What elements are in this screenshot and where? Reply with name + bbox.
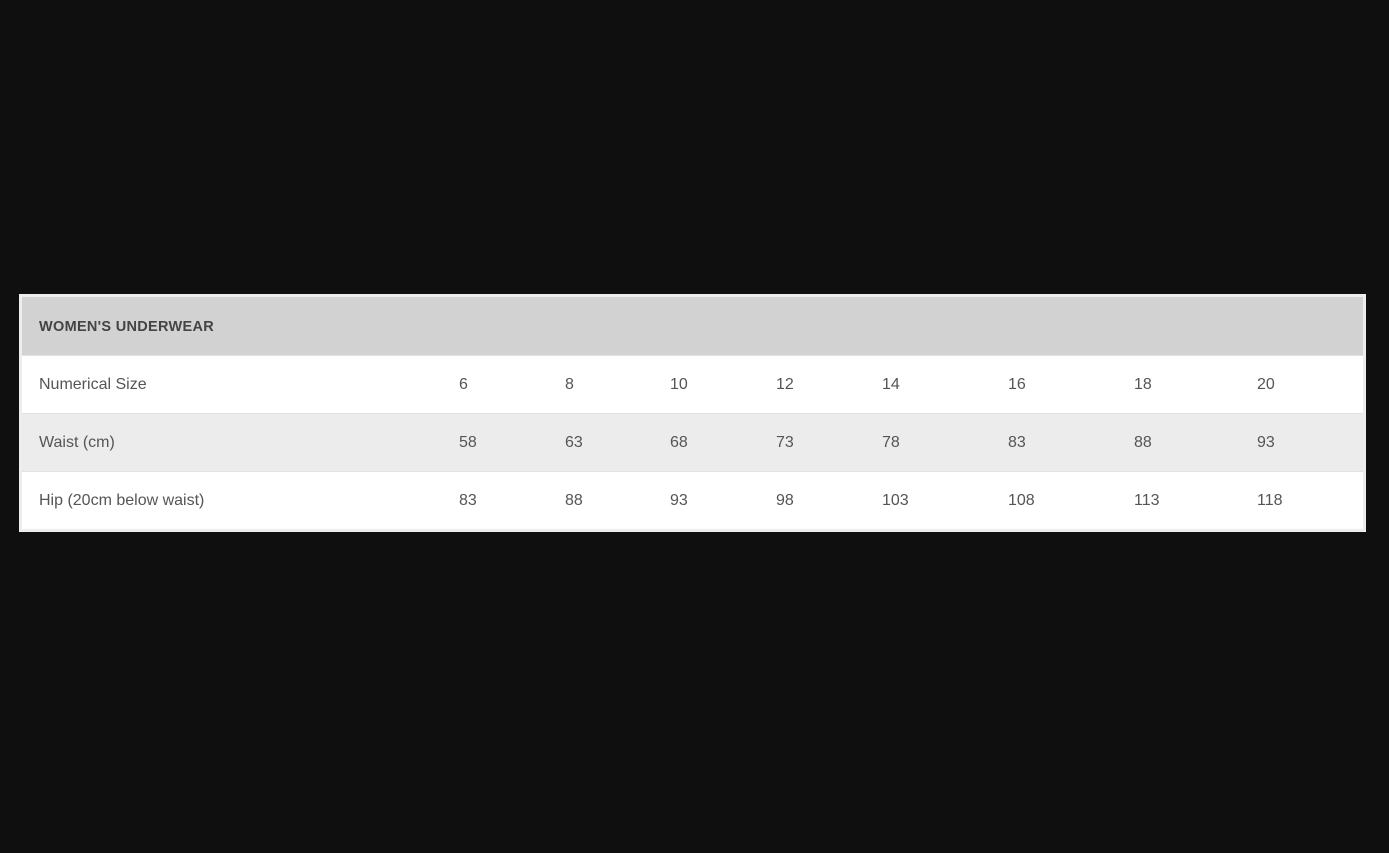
table-header: WOMEN'S UNDERWEAR — [22, 297, 1363, 355]
table-cell: 68 — [670, 434, 688, 451]
table-cell: 88 — [565, 492, 583, 509]
table-cell: 103 — [882, 492, 909, 509]
table-cell: 108 — [1008, 492, 1035, 509]
row-label: Hip (20cm below waist) — [39, 492, 205, 509]
table-cell: 78 — [882, 434, 900, 451]
table-cell: 113 — [1134, 492, 1160, 509]
table-row: Waist (cm) 58 63 68 73 78 83 88 93 — [22, 413, 1363, 471]
table-cell: 8 — [565, 376, 574, 393]
table-cell: 10 — [670, 376, 688, 393]
table-row: Numerical Size 6 8 10 12 14 16 18 20 — [22, 355, 1363, 413]
table-cell: 63 — [565, 434, 583, 451]
table-cell: 16 — [1008, 376, 1026, 393]
table-cell: 83 — [1008, 434, 1026, 451]
table-cell: 118 — [1257, 492, 1283, 509]
table-cell: 6 — [459, 376, 468, 393]
table-title: WOMEN'S UNDERWEAR — [39, 319, 215, 335]
table-cell: 14 — [882, 376, 900, 393]
table-row: Hip (20cm below waist) 83 88 93 98 103 108 113 1… — [22, 471, 1363, 529]
table-cell: 93 — [670, 492, 688, 509]
table-cell: 73 — [776, 434, 794, 451]
table-cell: 58 — [459, 434, 477, 451]
table-cell: 98 — [776, 492, 794, 509]
size-chart-table: WOMEN'S UNDERWEAR Numerical Size 6 8 10 12 14… — [19, 294, 1366, 532]
table-cell: 83 — [459, 492, 477, 509]
row-label: Numerical Size — [39, 376, 147, 393]
table-cell: 20 — [1257, 376, 1275, 393]
table-cell: 18 — [1134, 376, 1152, 393]
table-cell: 88 — [1134, 434, 1152, 451]
row-label: Waist (cm) — [39, 434, 115, 451]
table-cell: 12 — [776, 376, 794, 393]
table-cell: 93 — [1257, 434, 1275, 451]
